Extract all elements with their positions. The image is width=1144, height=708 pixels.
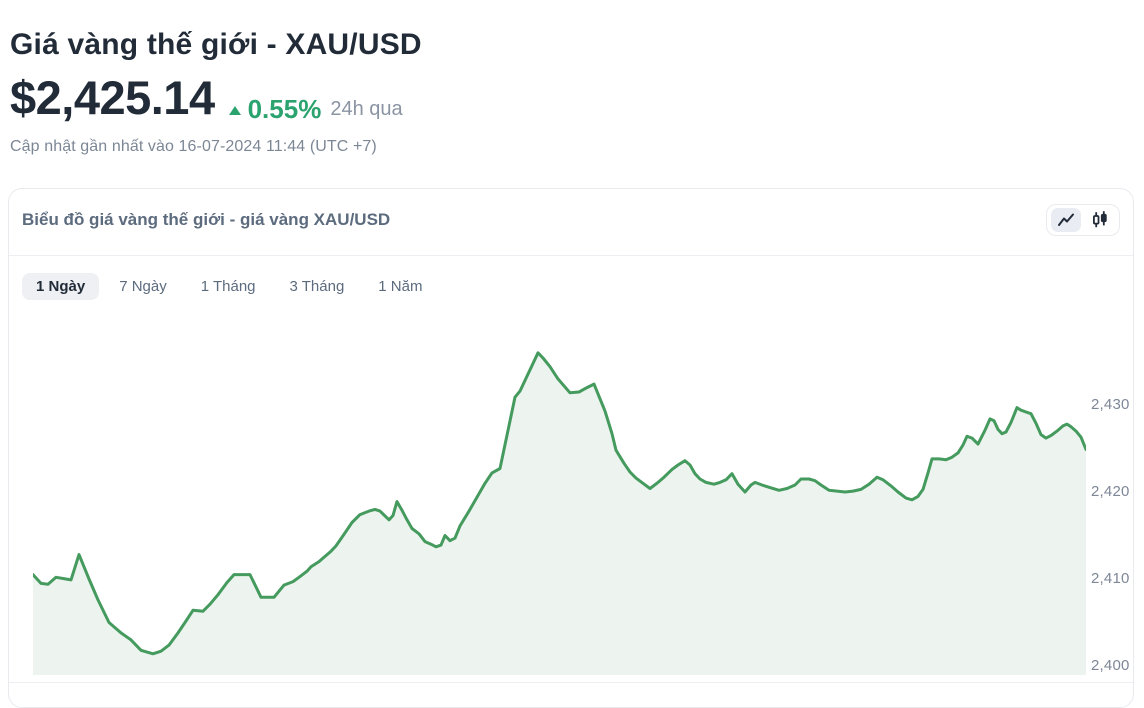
y-axis-label: 2,410 bbox=[1091, 570, 1130, 587]
line-chart-icon bbox=[1058, 213, 1074, 226]
change-percent: 0.55% bbox=[247, 94, 322, 124]
tab-1-day[interactable]: 1 Ngày bbox=[22, 273, 100, 300]
price-line-chart-svg bbox=[33, 351, 1086, 675]
candlestick-chart-button[interactable] bbox=[1085, 208, 1115, 232]
change-period-label: 24h qua bbox=[330, 98, 403, 120]
chart-title: Biểu đồ giá vàng thế giới - giá vàng XAU… bbox=[22, 210, 391, 229]
tab-7-days[interactable]: 7 Ngày bbox=[119, 278, 167, 295]
page-title: Giá vàng thế giới - XAU/USD bbox=[10, 28, 422, 62]
y-axis-label: 2,430 bbox=[1091, 396, 1130, 413]
price-row: $2,425.14 0.55% 24h qua bbox=[10, 70, 403, 125]
chart-area-fill bbox=[33, 352, 1086, 675]
y-axis-label: 2,420 bbox=[1091, 483, 1130, 500]
divider bbox=[9, 255, 1133, 256]
chart-type-toggle bbox=[1046, 204, 1120, 236]
chart-line bbox=[33, 351, 1086, 656]
line-chart-button[interactable] bbox=[1051, 208, 1081, 232]
current-price: $2,425.14 bbox=[10, 71, 215, 124]
candlestick-chart-icon bbox=[1093, 211, 1107, 228]
y-axis-label: 2,400 bbox=[1091, 657, 1130, 674]
tab-3-months[interactable]: 3 Tháng bbox=[289, 278, 345, 295]
y-axis: 2,400 2,410 2,420 2,430 bbox=[1091, 189, 1139, 689]
period-tabs: 1 Ngày 7 Ngày 1 Tháng 3 Tháng 1 Năm bbox=[9, 256, 1133, 314]
last-updated-text: Cập nhật gần nhất vào 16-07-2024 11:44 (… bbox=[10, 138, 377, 155]
arrow-up-icon bbox=[228, 106, 241, 115]
chart-card-header: Biểu đồ giá vàng thế giới - giá vàng XAU… bbox=[9, 189, 1133, 255]
chart-bottom-divider bbox=[9, 682, 1133, 683]
tab-1-year[interactable]: 1 Năm bbox=[378, 278, 423, 295]
tab-1-month[interactable]: 1 Tháng bbox=[200, 278, 256, 295]
gold-chart-card: Biểu đồ giá vàng thế giới - giá vàng XAU… bbox=[8, 188, 1134, 708]
price-area-chart[interactable] bbox=[33, 311, 1086, 675]
price-change: 0.55% 24h qua bbox=[228, 94, 403, 125]
